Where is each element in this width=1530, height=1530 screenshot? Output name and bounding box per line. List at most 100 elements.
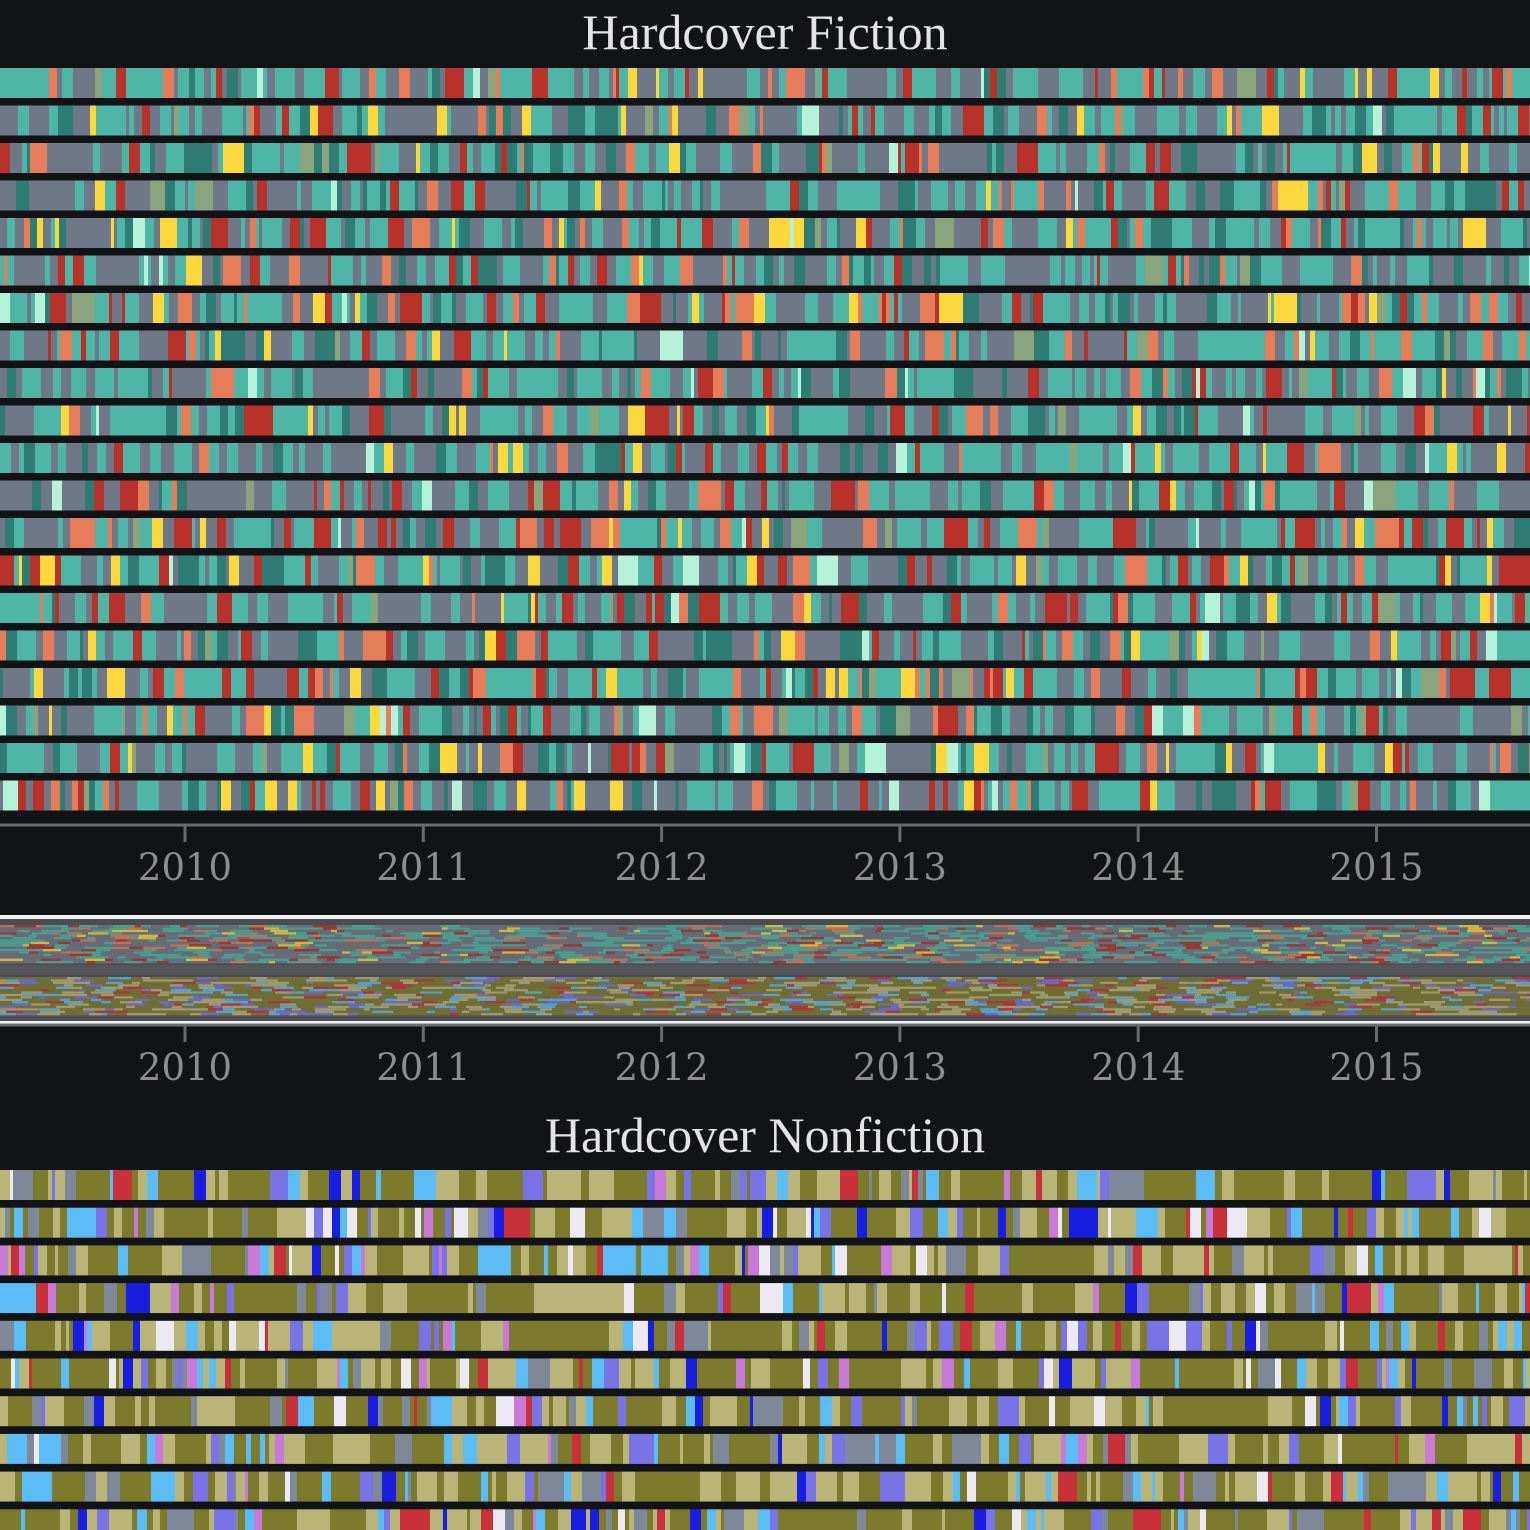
- fiction-week-cell: [262, 556, 284, 586]
- fiction-week-cell: [116, 256, 139, 286]
- fiction-week-cell: [363, 181, 367, 211]
- fiction-week-cell: [1250, 593, 1258, 623]
- fiction-week-cell: [44, 781, 51, 811]
- fiction-week-cell: [471, 556, 481, 586]
- fiction-week-cell: [326, 218, 331, 248]
- overview-cell: [534, 930, 553, 932]
- overview-cell: [1079, 939, 1085, 941]
- fiction-week-cell: [228, 218, 232, 248]
- fiction-week-cell: [245, 331, 256, 361]
- fiction-week-cell: [1324, 256, 1333, 286]
- fiction-week-cell: [1423, 593, 1431, 623]
- fiction-week-cell: [304, 218, 310, 248]
- fiction-week-cell: [462, 368, 472, 398]
- fiction-week-cell: [1131, 256, 1136, 286]
- overview-cell: [1018, 930, 1039, 932]
- fiction-week-cell: [87, 256, 96, 286]
- fiction-week-cell: [1038, 68, 1049, 98]
- fiction-week-cell: [195, 106, 202, 136]
- overview-cell: [1383, 935, 1400, 937]
- fiction-week-cell: [433, 406, 442, 436]
- fiction-week-cell: [959, 331, 969, 361]
- fiction-week-cell: [472, 368, 477, 398]
- fiction-week-cell: [318, 556, 326, 586]
- fiction-week-cell: [1313, 68, 1318, 98]
- fiction-week-cell: [727, 368, 737, 398]
- overview-cell: [382, 932, 400, 934]
- overview-cell: [900, 951, 916, 953]
- fiction-week-cell: [469, 593, 472, 623]
- fiction-week-cell: [254, 556, 262, 586]
- fiction-week-cell: [388, 218, 394, 248]
- fiction-week-cell: [93, 218, 102, 248]
- fiction-week-cell: [1387, 668, 1391, 698]
- overview-cell: [864, 942, 874, 944]
- fiction-week-cell: [1115, 443, 1123, 473]
- overview-cell: [1261, 947, 1279, 949]
- overview-cell: [928, 937, 940, 939]
- fiction-week-cell: [1457, 556, 1460, 586]
- overview-cell: [1343, 937, 1364, 939]
- fiction-week-cell: [229, 556, 239, 586]
- fiction-week-cell: [1384, 143, 1392, 173]
- overview-cell: [529, 949, 552, 951]
- overview-cell: [779, 937, 801, 939]
- overview-cell: [400, 932, 406, 934]
- fiction-week-cell: [549, 331, 556, 361]
- overview-cell: [705, 935, 719, 937]
- fiction-week-cell: [162, 481, 172, 511]
- fiction-week-cell: [430, 143, 438, 173]
- fiction-week-cell: [1350, 331, 1360, 361]
- overview-cell: [972, 935, 984, 937]
- fiction-week-cell: [662, 556, 673, 586]
- fiction-week-cell: [1402, 668, 1411, 698]
- fiction-week-cell: [1308, 181, 1318, 211]
- fiction-week-cell: [1499, 143, 1509, 173]
- fiction-week-cell: [570, 68, 574, 98]
- fiction-week-cell: [289, 406, 299, 436]
- overview-cell: [1526, 925, 1530, 927]
- fiction-week-cell: [1212, 143, 1220, 173]
- fiction-week-cell: [399, 143, 416, 173]
- overview-brush-strip[interactable]: [0, 915, 1530, 1025]
- overview-cell: [1058, 935, 1068, 937]
- overview-cell: [1208, 947, 1229, 949]
- fiction-week-cell: [920, 293, 935, 323]
- fiction-week-cell: [1412, 518, 1423, 548]
- fiction-week-cell: [44, 743, 53, 773]
- fiction-week-cell: [619, 181, 627, 211]
- fiction-week-cell: [493, 443, 498, 473]
- overview-cell: [1497, 942, 1517, 944]
- overview-cell: [261, 944, 278, 946]
- fiction-week-cell: [392, 481, 402, 511]
- fiction-week-cell: [1046, 443, 1067, 473]
- overview-cell: [581, 942, 597, 944]
- fiction-week-cell: [1398, 181, 1405, 211]
- overview-cell: [108, 932, 115, 934]
- fiction-week-cell: [919, 556, 927, 586]
- overview-cell: [1209, 935, 1224, 937]
- overview-cell: [558, 935, 577, 937]
- fiction-week-cell: [343, 593, 352, 623]
- fiction-week-cell: [895, 481, 904, 511]
- fiction-week-cell: [756, 218, 764, 248]
- fiction-week-cell: [848, 406, 859, 436]
- fiction-week-cell: [536, 368, 547, 398]
- fiction-week-cell: [1480, 593, 1490, 623]
- overview-cell: [1094, 942, 1100, 944]
- overview-cell: [670, 951, 691, 953]
- fiction-week-cell: [1130, 368, 1141, 398]
- fiction-week-cell: [1212, 106, 1217, 136]
- fiction-week-cell: [1025, 631, 1029, 661]
- fiction-week-cell: [277, 743, 281, 773]
- fiction-week-cell: [769, 406, 774, 436]
- fiction-week-cell: [889, 481, 895, 511]
- fiction-week-cell: [912, 68, 936, 98]
- fiction-week-cell: [1045, 706, 1048, 736]
- fiction-week-cell: [746, 518, 752, 548]
- fiction-week-cell: [668, 443, 676, 473]
- fiction-week-cell: [1286, 218, 1292, 248]
- fiction-week-cell: [276, 106, 282, 136]
- fiction-week-cell: [1508, 406, 1511, 436]
- fiction-week-cell: [395, 293, 400, 323]
